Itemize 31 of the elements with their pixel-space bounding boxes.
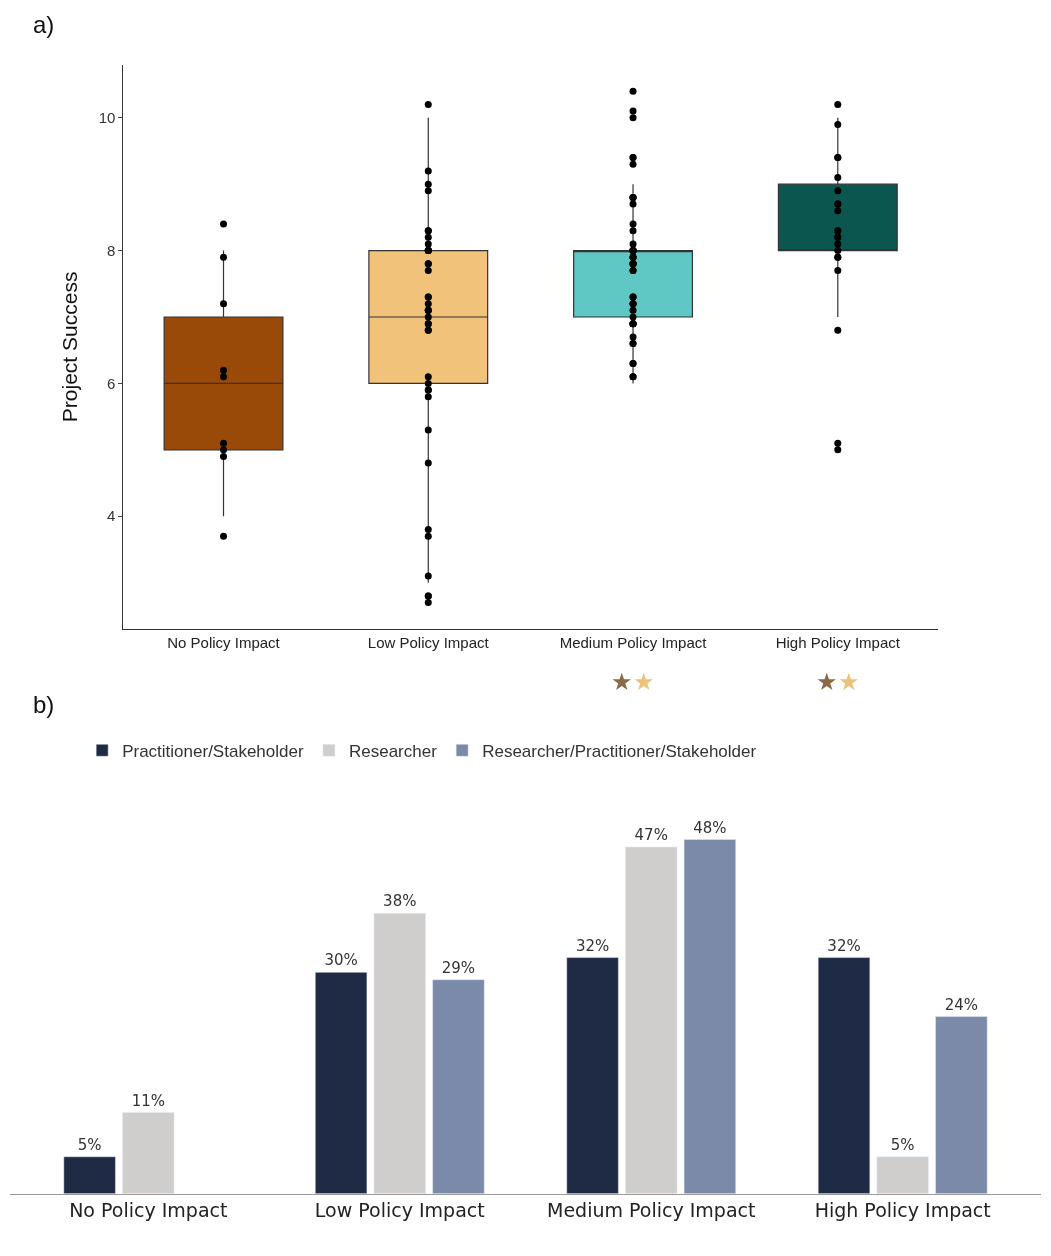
x-tick-label: No Policy Impact xyxy=(69,1199,228,1222)
data-label: 5% xyxy=(77,1135,102,1154)
legend-label: Researcher xyxy=(348,741,438,761)
data-label: 47% xyxy=(634,825,668,844)
x-tick-label: Low Policy Impact xyxy=(314,1199,485,1222)
data-label: 48% xyxy=(693,818,727,837)
x-tick-label: High Policy Impact xyxy=(814,1199,991,1222)
data-label: 32% xyxy=(575,936,610,955)
data-label: 38% xyxy=(383,892,417,911)
legend-label: Practitioner/Stakeholder xyxy=(122,741,304,761)
x-tick-label: Medium Policy Impact xyxy=(547,1199,756,1222)
text: ★★ xyxy=(611,668,655,695)
y-tick-label: 8 xyxy=(107,241,116,259)
x-tick-label: Medium Policy Impact xyxy=(559,634,708,652)
x-tick-label: No Policy Impact xyxy=(167,634,281,652)
y-tick-label: 6 xyxy=(107,374,116,392)
chart-title: b) xyxy=(33,691,55,718)
x-tick-label: Low Policy Impact xyxy=(367,634,490,652)
y-tick-label: 10 xyxy=(98,109,116,127)
data-label: 11% xyxy=(131,1091,165,1110)
text: ★★ xyxy=(816,668,860,695)
data-label: 24% xyxy=(944,995,979,1014)
y-axis-title: Project Success xyxy=(57,271,81,423)
legend-label: Researcher/Practitioner/Stakeholder xyxy=(482,741,757,761)
data-label: 5% xyxy=(890,1135,915,1154)
data-label: 30% xyxy=(324,951,358,970)
data-label: 32% xyxy=(827,936,861,955)
chart-title: a) xyxy=(33,11,55,38)
data-label: 29% xyxy=(441,958,476,977)
y-tick-label: 4 xyxy=(107,507,116,525)
x-tick-label: High Policy Impact xyxy=(775,634,901,652)
